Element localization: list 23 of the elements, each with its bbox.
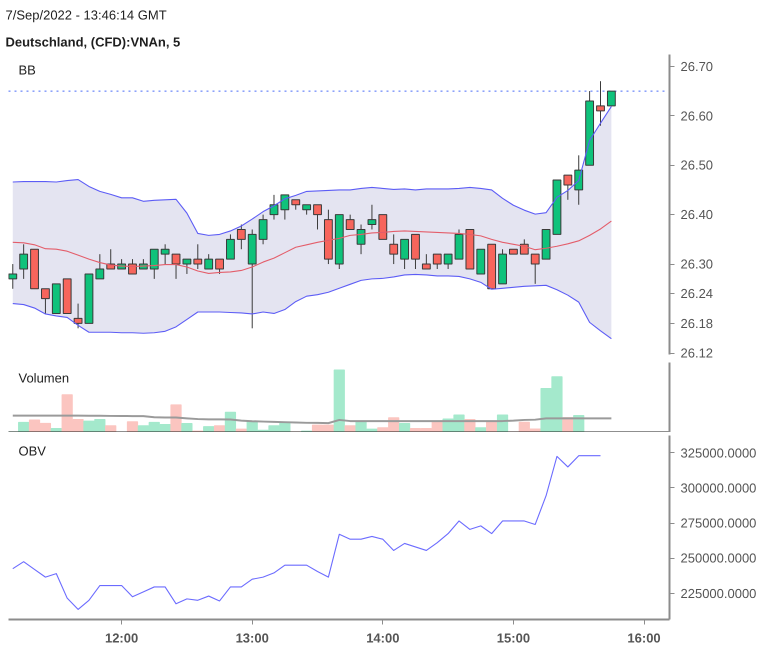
y-tick-label: 26.12 — [680, 346, 714, 361]
y-tick-label: 26.70 — [680, 58, 714, 74]
y-tick-label: 26.30 — [680, 256, 714, 272]
x-tick-label: 16:00 — [627, 630, 661, 646]
y-tick-label: 26.60 — [680, 108, 714, 124]
y-tick-label: 225000.0000 — [680, 586, 756, 601]
y-tick-label: 26.24 — [680, 286, 714, 302]
y-tick-label: 250000.0000 — [680, 550, 756, 566]
annotation: BB — [18, 62, 36, 78]
y-tick-label: 300000.0000 — [680, 480, 756, 496]
text: 7/Sep/2022 - 13:46:14 GMT — [6, 8, 167, 22]
text: OBV — [18, 444, 46, 458]
y-tick-label: 26.18 — [680, 316, 714, 331]
chart-title: Deutschland, (CFD):VNAn, 5 — [6, 34, 180, 50]
chart-title: Volumen — [18, 370, 70, 386]
y-tick-label: 325000.0000 — [680, 445, 756, 460]
x-tick-label: 13:00 — [236, 630, 269, 646]
y-tick-label: 26.50 — [680, 158, 714, 173]
y-tick-label: 26.40 — [680, 207, 714, 222]
x-tick-label: 12:00 — [104, 630, 138, 646]
x-tick-label: 15:00 — [496, 630, 530, 646]
y-tick-label: 275000.0000 — [680, 516, 756, 531]
x-tick-label: 14:00 — [366, 630, 400, 646]
